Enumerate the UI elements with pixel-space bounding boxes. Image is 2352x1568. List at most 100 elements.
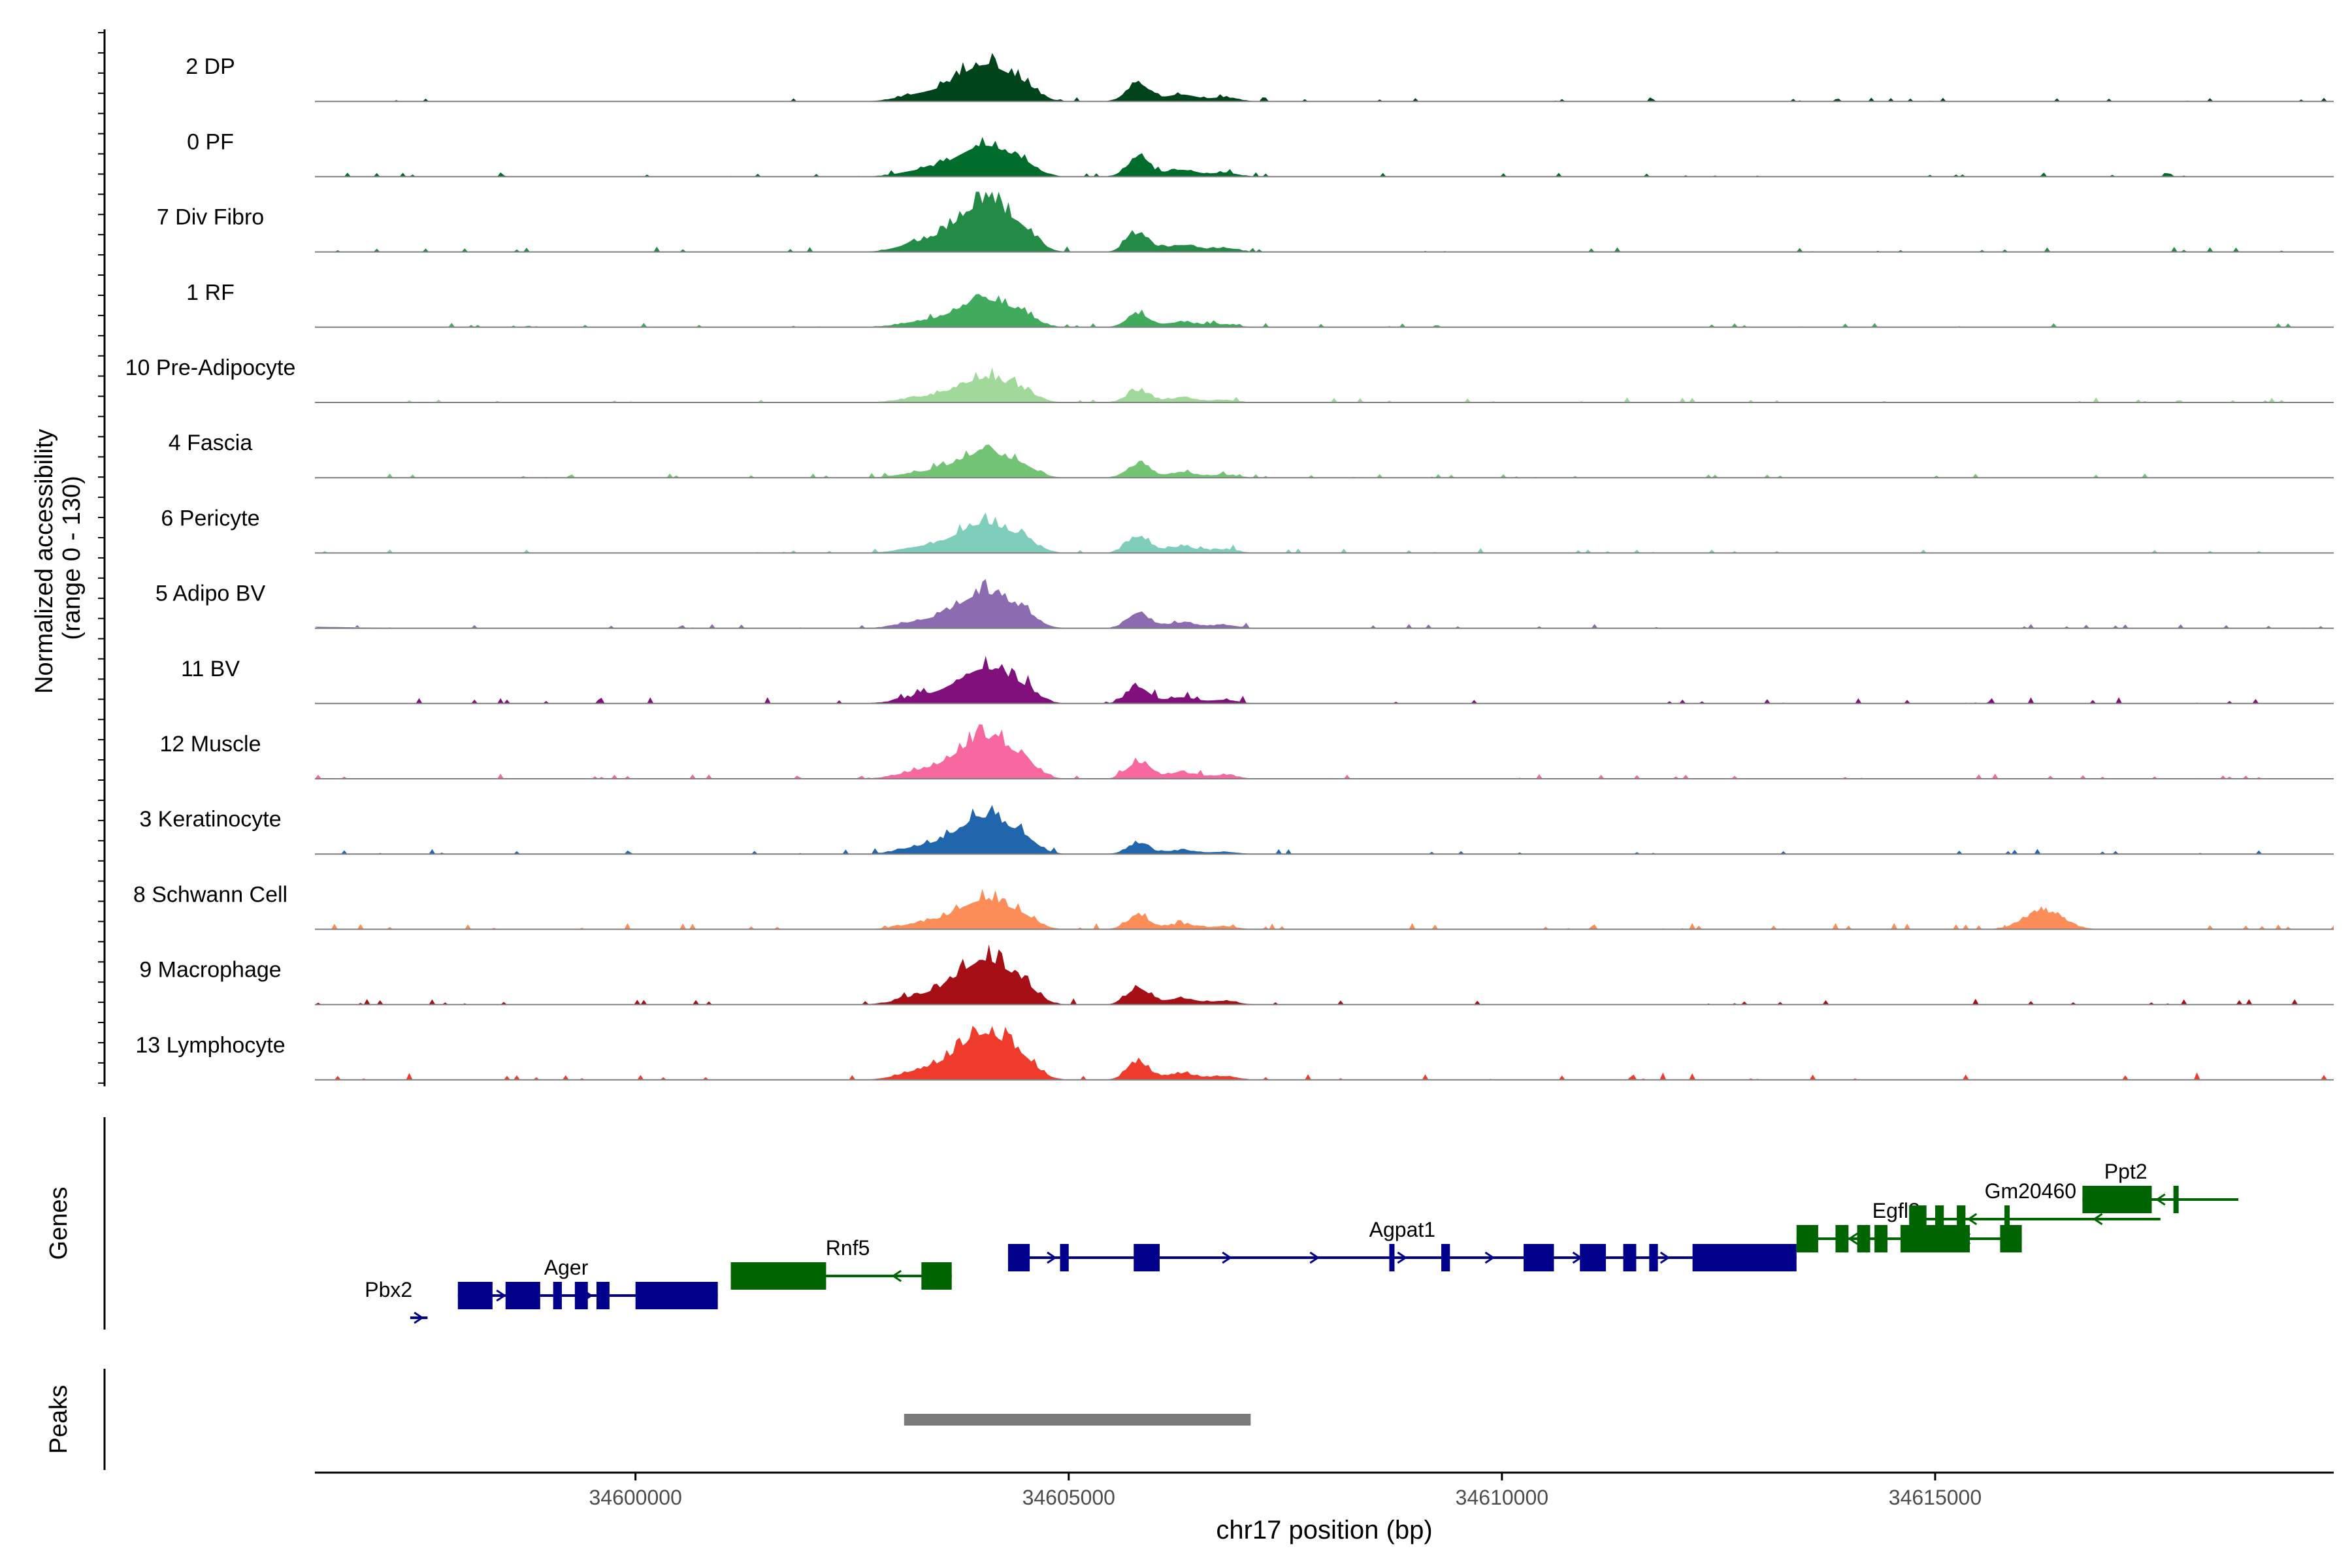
gene-exon — [2004, 1205, 2010, 1233]
gene-exon — [1007, 1244, 1030, 1271]
track-label: 1 RF — [186, 280, 235, 305]
track-coverage-area — [315, 1026, 2334, 1080]
gene-exon — [574, 1282, 588, 1309]
gene-ppt2: Ppt2 — [2082, 1160, 2239, 1213]
gene-agpat1: Agpat1 — [1007, 1218, 1797, 1271]
strand-arrow — [1397, 1251, 1408, 1264]
peaks-panel-label: Peaks — [45, 1385, 73, 1454]
track-14: 13 Lymphocyte — [135, 1026, 2334, 1081]
strand-arrow — [496, 1289, 506, 1302]
strand-arrow — [1659, 1251, 1671, 1264]
track-label: 13 Lymphocyte — [135, 1033, 285, 1058]
track-2: 0 PF — [187, 129, 2334, 178]
gene-exon — [1957, 1205, 1966, 1233]
track-label: 12 Muscle — [160, 732, 261, 757]
track-coverage-area — [315, 944, 2334, 1005]
strand-arrow — [1222, 1251, 1232, 1264]
strand-arrow — [1047, 1251, 1057, 1264]
track-13: 9 Macrophage — [139, 944, 2334, 1005]
gene-exon — [457, 1282, 493, 1309]
track-8: 5 Adipo BV — [155, 579, 2334, 629]
gene-exon — [596, 1282, 610, 1309]
x-tick-label: 34600000 — [589, 1486, 681, 1509]
gene-ager: Ager — [457, 1256, 718, 1309]
track-11: 3 Keratinocyte — [139, 805, 2334, 855]
gene-exon — [1441, 1244, 1450, 1271]
track-label: 8 Schwann Cell — [133, 882, 287, 907]
gene-exon — [1623, 1244, 1637, 1271]
gene-exon — [1389, 1244, 1395, 1271]
gene-exon — [1524, 1244, 1554, 1271]
track-label: 4 Fascia — [169, 431, 253, 455]
track-coverage-area — [315, 724, 2334, 779]
track-12: 8 Schwann Cell — [133, 882, 2334, 930]
track-coverage-area — [315, 53, 2334, 102]
peak-region-1 — [904, 1414, 1251, 1426]
track-label: 5 Adipo BV — [155, 581, 266, 606]
gene-exon — [1796, 1225, 1818, 1252]
gene-rnf5: Rnf5 — [730, 1236, 952, 1290]
y-axis-label: Normalized accessibility (range 0 - 130) — [31, 422, 86, 694]
gene-label: Pbx2 — [365, 1278, 412, 1301]
gene-exon — [2173, 1186, 2179, 1213]
gene-exon — [2082, 1186, 2152, 1213]
strand-arrow — [1484, 1251, 1495, 1264]
gene-pbx2: Pbx2 — [365, 1278, 428, 1324]
gene-exon — [1692, 1244, 1797, 1271]
strand-arrow — [414, 1311, 424, 1324]
track-label: 0 PF — [187, 129, 234, 154]
x-axis-label: chr17 position (bp) — [1216, 1516, 1432, 1544]
track-coverage-area — [315, 294, 2334, 327]
gene-label: Rnf5 — [826, 1236, 870, 1260]
strand-arrow — [1848, 1232, 1858, 1245]
coverage-tracks: 2 DP 0 PF 7 Div Fibro 1 RF 10 Pre-Adipocyte 4… — [125, 53, 2334, 1081]
x-tick-label: 34610000 — [1456, 1486, 1548, 1509]
gene-exon — [635, 1282, 718, 1309]
track-label: 9 Macrophage — [139, 958, 281, 983]
gene-exon — [1134, 1244, 1160, 1271]
gene-exon — [1857, 1225, 1870, 1252]
track-10: 12 Muscle — [160, 724, 2334, 779]
peaks-panel — [103, 1369, 1251, 1470]
strand-arrow — [1967, 1213, 1978, 1226]
track-coverage-area — [315, 137, 2334, 177]
gene-exon — [1909, 1205, 1927, 1233]
gene-exon — [553, 1282, 562, 1309]
track-9: 11 BV — [181, 655, 2334, 704]
track-coverage-area — [315, 367, 2334, 402]
strand-arrow — [2092, 1213, 2103, 1226]
x-tick-label: 34605000 — [1022, 1486, 1115, 1509]
gene-label: Gm20460 — [1985, 1179, 2077, 1203]
track-label: 10 Pre-Adipocyte — [125, 355, 296, 380]
gene-exon — [505, 1282, 540, 1309]
track-coverage-area — [315, 191, 2334, 252]
track-coverage-area-secondary — [1970, 906, 2109, 930]
y-axis-label-line2: (range 0 - 130) — [58, 476, 86, 640]
gene-exon — [730, 1262, 826, 1290]
track-coverage-area — [315, 579, 2334, 629]
x-tick-label: 34615000 — [1889, 1486, 1982, 1509]
gene-exon — [1649, 1244, 1658, 1271]
gene-label: Ppt2 — [2104, 1160, 2148, 1183]
track-label: 11 BV — [181, 657, 240, 681]
gene-label: Agpat1 — [1369, 1218, 1435, 1241]
x-axis: 34600000 34605000 34610000 34615000 — [315, 1471, 2334, 1509]
track-coverage-area — [315, 805, 2334, 855]
track-label: 7 Div Fibro — [157, 205, 264, 230]
strand-arrow — [891, 1269, 902, 1282]
strand-arrow — [2155, 1193, 2166, 1206]
track-coverage-area — [315, 655, 2334, 704]
strand-arrow — [1309, 1251, 1320, 1264]
track-5: 10 Pre-Adipocyte — [125, 355, 2334, 403]
gene-gm20460: Gm20460 — [1909, 1179, 2161, 1233]
genes-panel-label: Genes — [45, 1187, 73, 1260]
gene-exon — [1874, 1225, 1888, 1252]
gene-exon — [1060, 1244, 1069, 1271]
accessibility-axis — [98, 29, 106, 1086]
gene-exon — [1835, 1225, 1849, 1252]
gene-exon — [2000, 1225, 2022, 1252]
gene-exon — [1935, 1205, 1944, 1233]
track-label: 2 DP — [186, 54, 235, 79]
track-6: 4 Fascia — [169, 431, 2334, 479]
